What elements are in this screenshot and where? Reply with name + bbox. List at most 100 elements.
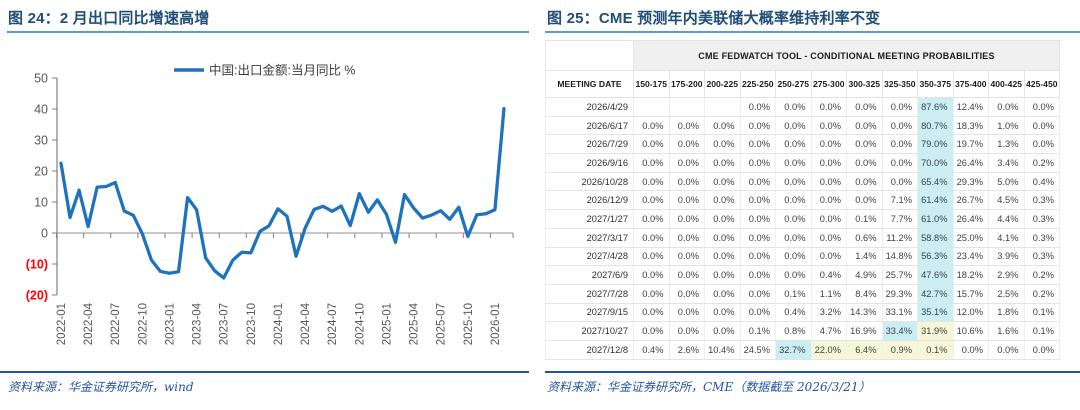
meeting-date-cell: 2027/9/15 [545,302,634,323]
probability-cell: 0.0% [846,115,883,136]
rate-range-header: 150-175 [633,70,670,98]
probability-cell: 0.0% [633,302,670,323]
x-axis-labels: 2022-01 2022-04 2022-07 2022-10 2023-01 2023-… [56,302,502,345]
probability-cell: 0.0% [668,134,705,155]
probability-cell: 0.3% [1023,209,1060,229]
probability-cell: 1.3% [988,134,1025,155]
table-row: 2026/6/17 0.0% 0.0% 0.0% 0.0% 0.0% 0.0% 0.0% 0.0… [545,115,1060,136]
probability-cell: 7.1% [881,190,918,211]
probability-cell: 0.0% [775,97,812,117]
probability-cell: 0.0% [739,227,776,248]
x-axis-label: 2023-07 [219,303,231,345]
x-axis-label: 2022-07 [110,303,122,345]
meeting-date-cell: 2026/12/9 [545,190,634,211]
y-axis-label: (10) [26,258,48,272]
table-row: 2027/9/15 0.0% 0.0% 0.0% 0.0% 0.4% 3.2% 14.3% 33… [545,302,1060,323]
probability-cell: 18.2% [952,265,989,285]
table-row: 2027/4/28 0.0% 0.0% 0.0% 0.0% 0.0% 0.0% 1.4% 14.… [545,246,1060,267]
probability-cell: 0.0% [739,283,776,304]
probability-cell [633,97,670,117]
probability-cell: 7.7% [881,209,918,229]
probability-cell: 0.0% [1023,134,1060,155]
probability-cell: 0.0% [739,115,776,136]
probability-cell: 0.4% [775,302,812,323]
probability-cell: 4.5% [988,190,1025,211]
probability-cell: 0.1% [1023,302,1060,323]
probability-cell: 0.0% [704,209,741,229]
probability-cell: 33.1% [881,302,918,323]
probability-cell: 14.8% [881,246,918,267]
probability-cell: 0.1% [917,339,954,360]
export-yoy-line [59,107,506,280]
meeting-date-cell: 2026/4/29 [545,97,634,117]
probability-cell: 0.0% [810,115,847,136]
table-row: 2027/3/17 0.0% 0.0% 0.0% 0.0% 0.0% 0.0% 0.6% 11.… [545,227,1060,248]
y-axis-label: 10 [34,196,48,210]
rate-range-header: 275-300 [810,70,847,98]
probability-cell: 0.0% [739,153,776,173]
figure-25-panel: 图 25：CME 预测年内美联储大概率维持利率不变 CME FEDWATCH T… [545,0,1080,410]
probability-cell: 1.0% [988,115,1025,136]
probability-cell: 0.0% [810,134,847,155]
probability-cell: 0.0% [810,153,847,173]
probability-cell: 0.2% [1023,283,1060,304]
y-axis-label: (20) [26,289,48,303]
probability-cell: 0.1% [739,321,776,341]
probability-cell: 18.3% [952,115,989,136]
probability-cell: 11.2% [881,227,918,248]
rate-range-header: 175-200 [668,70,705,98]
probability-cell: 0.0% [739,246,776,267]
probability-cell: 58.8% [917,227,954,248]
meeting-date-cell: 2027/12/8 [545,339,634,360]
probability-cell: 0.0% [633,209,670,229]
probability-cell: 0.3% [1023,190,1060,211]
y-axis-label: 40 [34,103,48,117]
probability-cell: 29.3% [952,171,989,192]
table-row: 2027/7/28 0.0% 0.0% 0.0% 0.0% 0.1% 1.1% 8.4% 29.… [545,283,1060,304]
rate-range-header: 300-325 [846,70,883,98]
probability-cell: 5.0% [988,171,1025,192]
probability-cell: 0.0% [846,171,883,192]
rate-range-header: 200-225 [704,70,741,98]
probability-cell: 0.0% [810,97,847,117]
probability-cell: 0.0% [633,190,670,211]
probability-cell: 0.1% [846,209,883,229]
figure-25-source: 资料来源：华金证券研究所，CME（数据截至 2026/3/21） [547,380,871,394]
probability-cell: 0.0% [775,171,812,192]
axis-ticks [52,77,514,296]
x-axis-label: 2025-01 [381,303,393,345]
probability-cell: 1.1% [810,283,847,304]
probability-cell: 32.7% [775,339,812,360]
meeting-date-cell: 2027/1/27 [545,209,634,229]
probability-cell: 0.2% [1023,265,1060,285]
probability-cell: 61.0% [917,209,954,229]
probability-cell: 1.8% [988,302,1025,323]
probability-cell: 0.0% [846,153,883,173]
probability-cell: 0.0% [775,227,812,248]
probability-cell: 0.0% [633,227,670,248]
probability-cell: 0.0% [668,171,705,192]
probability-cell: 0.0% [988,97,1025,117]
probability-cell: 0.0% [704,115,741,136]
table-title-row: CME FEDWATCH TOOL - CONDITIONAL MEETING … [545,40,1060,71]
figure-24-title: 图 24：2 月出口同比增速高增 [8,10,210,27]
rate-range-header: 350-375 [917,70,954,98]
probability-cell: 0.0% [1023,97,1060,117]
probability-cell: 19.7% [952,134,989,155]
meeting-date-cell: 2027/6/9 [545,265,634,285]
probability-cell: 23.4% [952,246,989,267]
probability-cell: 0.4% [633,339,670,360]
probability-cell: 4.9% [846,265,883,285]
figure-25-title-underline [545,31,1080,33]
probability-cell: 22.0% [810,339,847,360]
probability-cell [704,97,741,117]
probability-cell: 61.4% [917,190,954,211]
probability-cell: 0.0% [704,171,741,192]
probability-cell: 26.7% [952,190,989,211]
probability-cell [668,97,705,117]
probability-cell: 0.0% [668,209,705,229]
probability-cell: 0.0% [739,209,776,229]
probability-cell: 0.3% [1023,227,1060,248]
probability-cell: 0.0% [704,153,741,173]
probability-cell: 0.0% [775,134,812,155]
